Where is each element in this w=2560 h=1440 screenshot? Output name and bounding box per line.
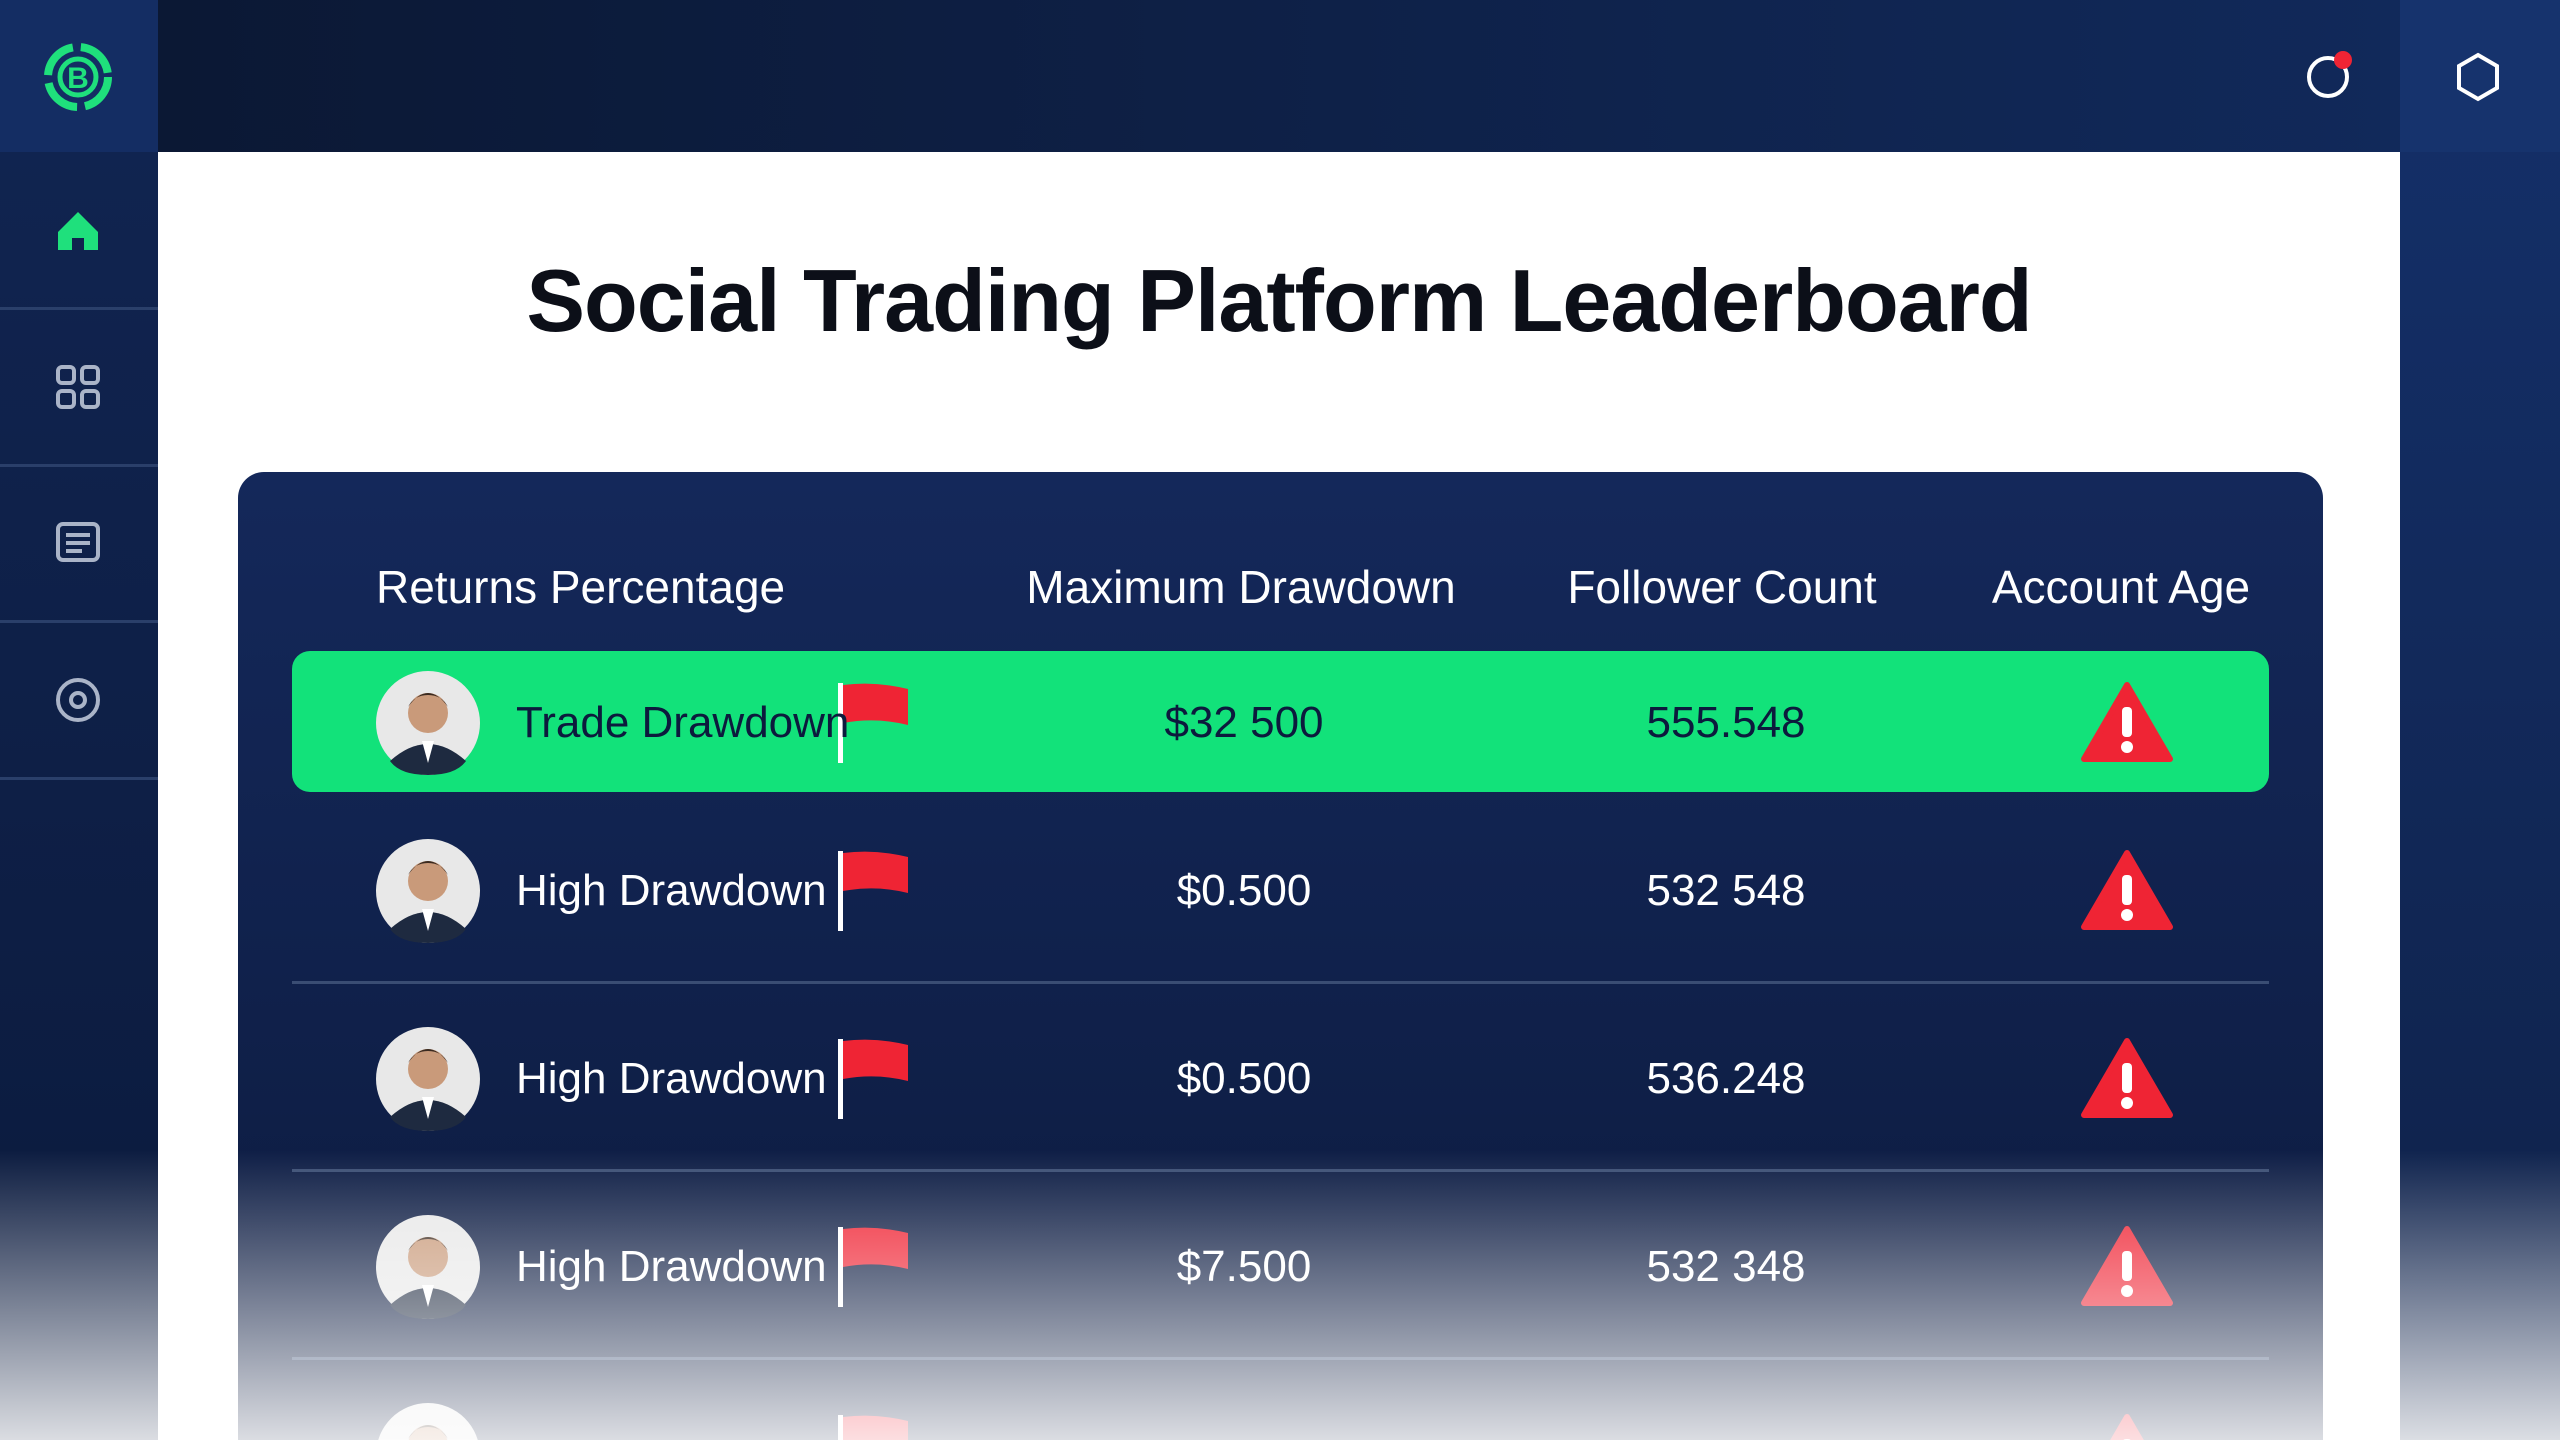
trader-name: High Drawdown (516, 1054, 827, 1103)
trader-name: High Drawdown (516, 1242, 827, 1291)
warning-icon (2081, 682, 2173, 762)
flag-icon (838, 851, 908, 931)
leaderboard-card (238, 472, 2323, 1440)
column-header: Follower Count (1567, 561, 1877, 613)
highlight-row (292, 651, 2269, 792)
separator (0, 620, 158, 623)
list-icon[interactable] (56, 522, 100, 562)
row-divider (292, 1169, 2269, 1172)
avatar (378, 1403, 478, 1440)
flag-icon (838, 1415, 908, 1440)
follower-count: 555.548 (1646, 698, 1806, 747)
grid-icon[interactable] (56, 365, 100, 409)
separator (0, 777, 158, 780)
row-divider (292, 981, 2269, 984)
column-header: Returns Percentage (376, 561, 786, 613)
notification-icon[interactable] (2298, 40, 2378, 120)
logo-box: B (0, 0, 158, 152)
warning-icon (2081, 1038, 2173, 1118)
logo[interactable]: B (0, 0, 158, 152)
target-icon[interactable] (56, 678, 100, 722)
follower-count: 532 348 (1646, 1242, 1806, 1291)
nav-icons (56, 212, 100, 722)
max-drawdown: $7.500 (1176, 1242, 1312, 1291)
separator (0, 307, 158, 310)
max-drawdown: $0.500 (1176, 866, 1312, 915)
page-title: Social Trading Platform Leaderboard (526, 251, 2032, 350)
trader-name: High Drawdown (516, 866, 827, 915)
follower-count: 532 548 (1646, 866, 1806, 915)
max-drawdown: $0.500 (1176, 1054, 1312, 1103)
separator (0, 464, 158, 467)
settings-box (2400, 0, 2560, 152)
warning-icon (2081, 850, 2173, 930)
avatar (376, 671, 480, 775)
trader-name: Trade Drawdown (516, 698, 850, 747)
max-drawdown: $32 500 (1164, 698, 1324, 747)
flag-icon (838, 1227, 908, 1307)
home-icon[interactable] (58, 212, 98, 250)
warning-icon (2081, 1226, 2173, 1306)
warning-icon (2110, 1414, 2144, 1440)
follower-count: 536.248 (1646, 1054, 1806, 1103)
flag-icon (838, 1039, 908, 1119)
column-header: Account Age (1991, 561, 2251, 613)
settings-icon[interactable] (2400, 0, 2560, 152)
top-bar (158, 0, 2400, 152)
row-divider (292, 1357, 2269, 1360)
right-panel (2400, 0, 2560, 1440)
avatar (376, 839, 480, 943)
avatar (376, 1027, 480, 1131)
column-header: Maximum Drawdown (1026, 561, 1456, 613)
svg-text:B: B (67, 62, 89, 95)
avatar (376, 1215, 480, 1319)
flag-icon (838, 683, 908, 763)
